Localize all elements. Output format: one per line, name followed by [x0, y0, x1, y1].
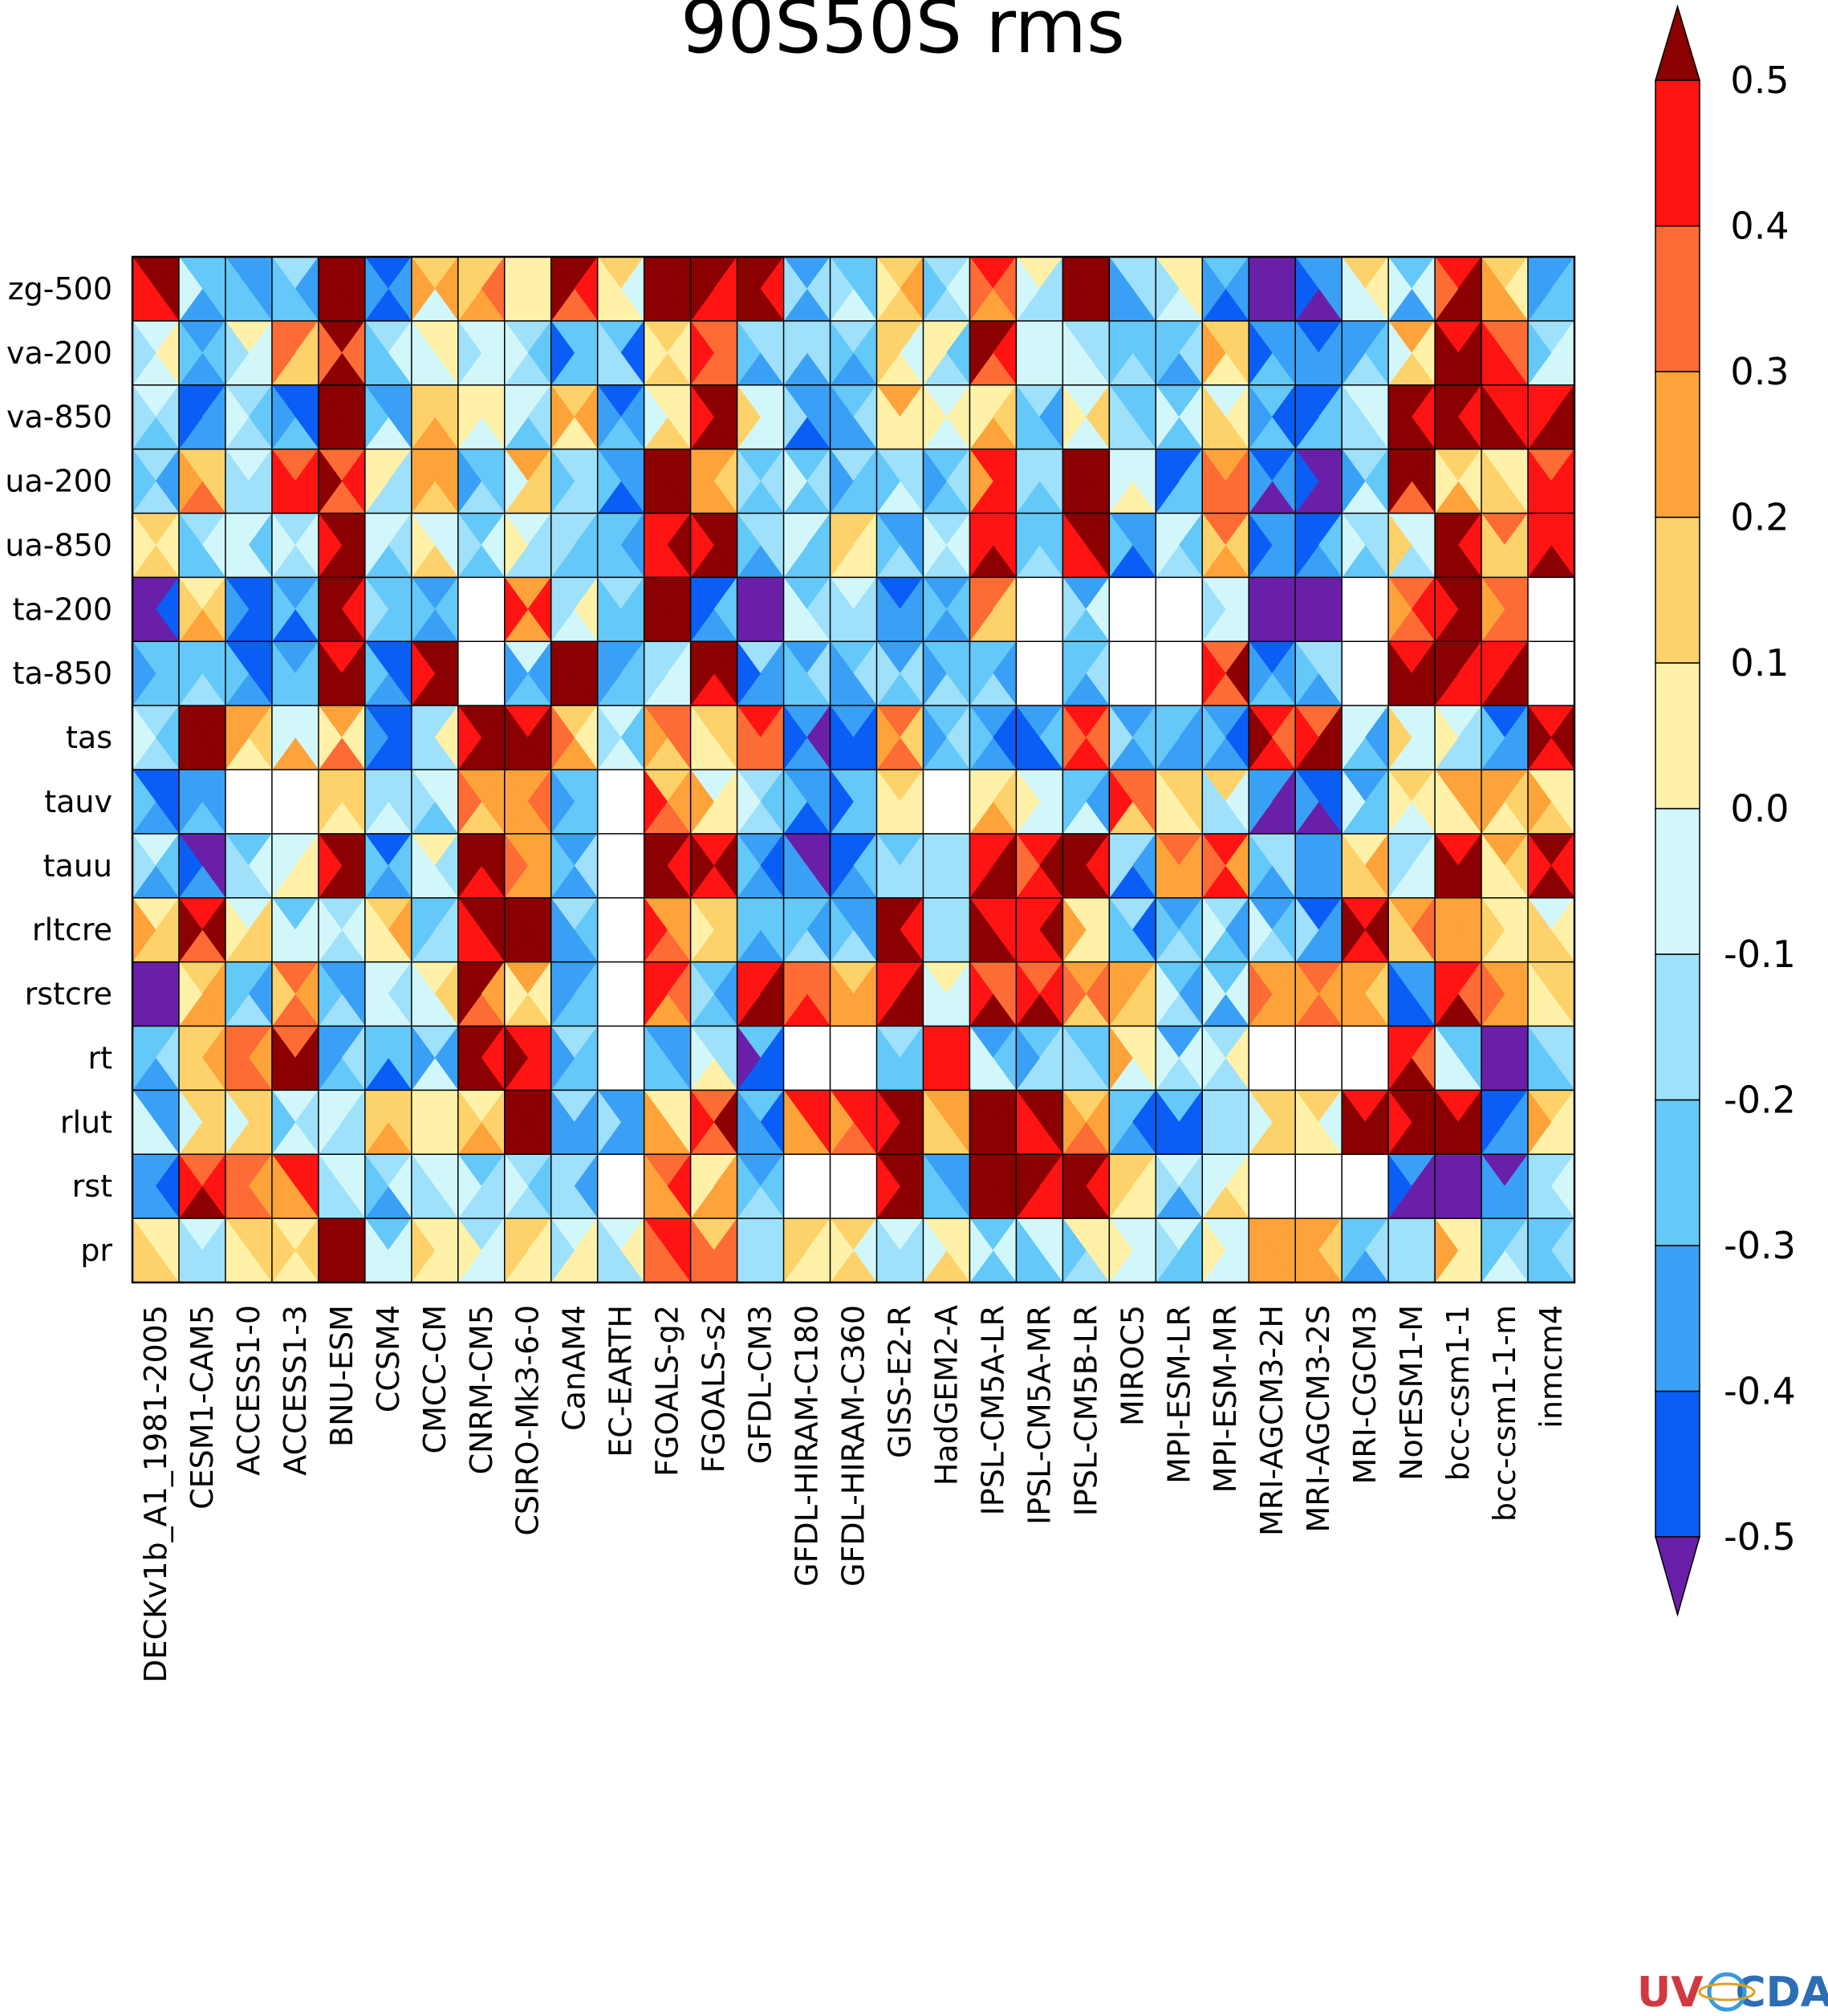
colorbar-segment — [1655, 516, 1700, 664]
column-label: EC-EARTH — [603, 1305, 639, 1457]
column-label: MIROC5 — [1115, 1305, 1150, 1426]
column-label: CSIRO-Mk3-6-0 — [510, 1305, 546, 1536]
plot-frame — [131, 255, 1576, 1284]
column-label: GFDL-HIRAM-C180 — [790, 1305, 825, 1587]
colorbar-tick-label: -0.3 — [1724, 1224, 1796, 1267]
chart-title: 90S50S rms — [680, 0, 1125, 70]
colorbar-segment — [1655, 79, 1700, 227]
column-label: CMCC-CM — [417, 1305, 453, 1453]
row-label: rlut — [60, 1104, 112, 1140]
colorbar-segment — [1655, 225, 1700, 372]
row-label: rst — [72, 1169, 112, 1204]
row-label: rltcre — [32, 912, 112, 948]
column-label: BNU-ESM — [324, 1305, 360, 1447]
logo-text-uv: UV — [1637, 1969, 1703, 2016]
column-label: IPSL-CM5A-MR — [1022, 1305, 1057, 1525]
row-label: tauv — [44, 784, 112, 819]
column-label: GFDL-HIRAM-C360 — [836, 1305, 871, 1587]
row-label: ta-850 — [13, 656, 112, 691]
column-label: FGOALS-g2 — [650, 1305, 685, 1477]
row-label: va-200 — [6, 335, 112, 371]
colorbar-tick-label: -0.4 — [1724, 1370, 1796, 1413]
row-label: va-850 — [6, 400, 112, 435]
colorbar-under-arrow — [1655, 1536, 1700, 1617]
row-label: tas — [66, 720, 112, 755]
colorbar-tick-label: 0.0 — [1730, 787, 1789, 831]
column-label: MRI-CGCM3 — [1347, 1305, 1383, 1485]
logo-text-cdat: CDAT — [1735, 1969, 1828, 2016]
colorbar-tick-label: 0.5 — [1730, 59, 1789, 102]
colorbar-segment — [1655, 1245, 1700, 1392]
column-label: ACCESS1-3 — [278, 1305, 313, 1476]
colorbar-segment — [1655, 953, 1700, 1101]
column-label: bcc-csm1-1 — [1440, 1305, 1476, 1481]
colorbar-tick-label: 0.2 — [1730, 496, 1789, 539]
column-label: MRI-AGCM3-2S — [1301, 1305, 1336, 1533]
row-label: ua-850 — [5, 527, 112, 563]
column-label: CESM1-CAM5 — [185, 1305, 220, 1510]
column-label: IPSL-CM5A-LR — [975, 1305, 1010, 1515]
row-label: ua-200 — [5, 464, 112, 499]
colorbar-tick-label: -0.1 — [1724, 933, 1796, 976]
globe-icon — [1707, 1972, 1747, 2012]
svg-text:UVCDAT: UV CDAT — [1637, 1969, 1828, 2016]
column-label: bcc-csm1-1-m — [1487, 1305, 1522, 1522]
globe-orbit-icon — [1698, 1982, 1756, 2002]
column-label: IPSL-CM5B-LR — [1068, 1305, 1103, 1516]
colorbar-over-arrow — [1654, 4, 1701, 81]
colorbar-segment — [1655, 371, 1700, 518]
column-label: ACCESS1-0 — [231, 1305, 266, 1476]
row-label: rt — [87, 1040, 112, 1075]
row-labels: zg-500 va-200 va-850 ua-200 ua-850 ta-200 ta-8… — [5, 271, 112, 1268]
column-label: inmcm4 — [1533, 1305, 1569, 1429]
column-label: MPI-ESM-LR — [1161, 1305, 1196, 1484]
row-label: ta-200 — [13, 591, 112, 627]
column-label: DECKv1b_A1_1981-2005 — [138, 1305, 173, 1683]
colorbar-tick-label: 0.4 — [1730, 205, 1789, 248]
colorbar-tick-label: -0.2 — [1724, 1079, 1796, 1122]
row-label: zg-500 — [8, 271, 112, 307]
row-label: pr — [80, 1233, 112, 1268]
column-label: MRI-AGCM3-2H — [1254, 1305, 1290, 1536]
heatmap-cells — [132, 256, 1575, 1283]
column-label: CanAM4 — [557, 1305, 592, 1431]
column-label: CNRM-CM5 — [464, 1305, 499, 1474]
colorbar: -0.5 -0.4 -0.3 -0.2 -0.1 0.0 0.1 0.2 0.3 0.4 0.5 — [1654, 4, 1796, 1617]
column-label: MPI-ESM-MR — [1208, 1305, 1243, 1493]
column-label: FGOALS-s2 — [697, 1305, 732, 1473]
column-label: GISS-E2-R — [883, 1305, 918, 1458]
heatmap-grid — [131, 255, 1576, 1284]
column-label: GFDL-CM3 — [743, 1305, 778, 1464]
colorbar-segment — [1655, 1099, 1700, 1246]
colorbar-segment — [1655, 807, 1700, 955]
column-label: NorESM1-M — [1394, 1305, 1429, 1481]
colorbar-segment — [1655, 1390, 1700, 1538]
column-label: HadGEM2-A — [928, 1305, 964, 1486]
column-label: CCSM4 — [371, 1305, 406, 1412]
row-label: rstcre — [25, 977, 112, 1012]
colorbar-segment — [1655, 662, 1700, 810]
colorbar-tick-label: 0.3 — [1730, 350, 1789, 393]
column-labels: DECKv1b_A1_1981-2005 CESM1-CAM5 ACCESS1-0 A… — [138, 1305, 1569, 1683]
colorbar-tick-label: 0.1 — [1730, 641, 1789, 685]
colorbar-tick-label: -0.5 — [1724, 1515, 1796, 1559]
row-label: tauu — [43, 848, 112, 884]
uvcdat-logo: UV CDAT — [1637, 1969, 1828, 2016]
